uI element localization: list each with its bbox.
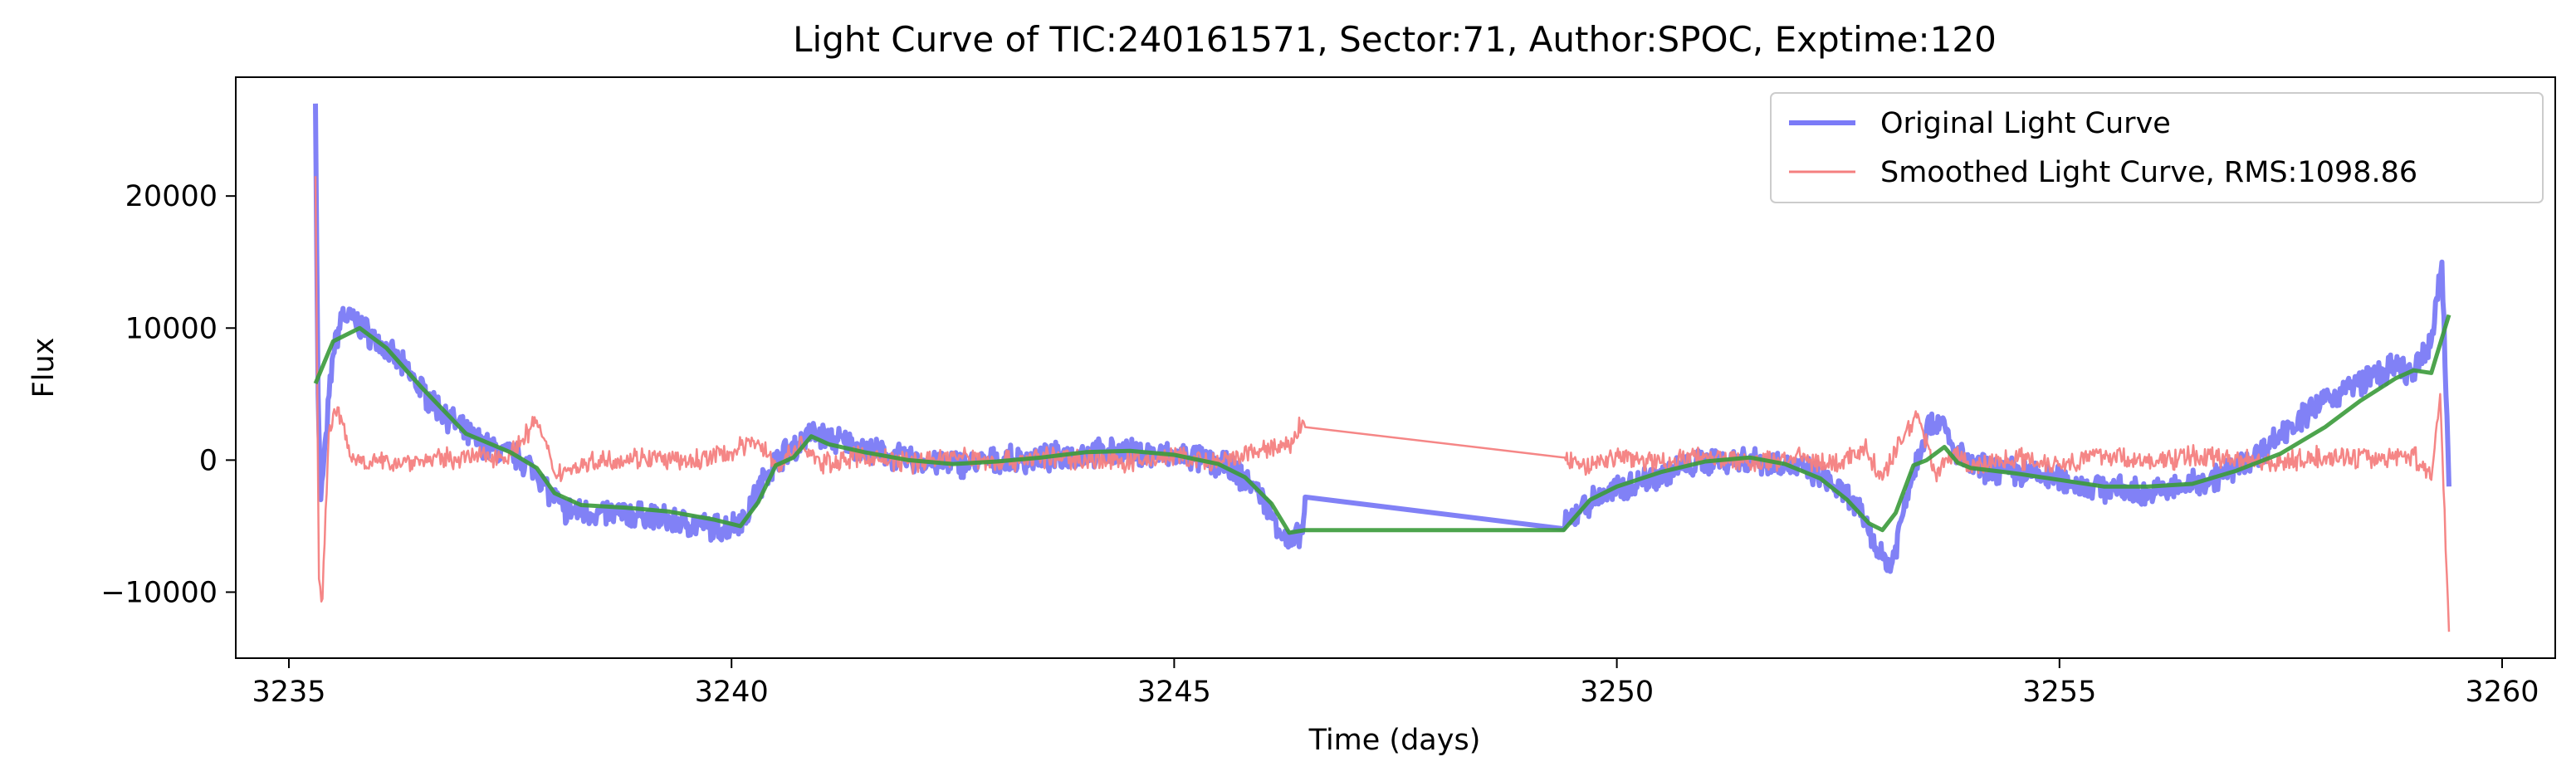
chart-title: Light Curve of TIC:240161571, Sector:71,… [793,19,1997,60]
x-axis: 3235 3240 3245 3250 3255 3260 [252,658,2539,709]
legend-box [1770,92,2544,203]
y-tick-label--10000: −10000 [100,576,218,609]
series-line-1 [314,176,2451,632]
y-tick-label-0: 0 [199,444,218,477]
legend: Original Light Curve Smoothed Light Curv… [1770,92,2544,203]
x-tick-label-3255: 3255 [2022,676,2096,709]
x-tick-label-3245: 3245 [1137,676,1211,709]
y-tick-label-20000: 20000 [125,180,218,213]
x-tick-label-3250: 3250 [1580,676,1654,709]
x-tick-label-3240: 3240 [695,676,769,709]
series-layer [313,103,2451,632]
x-tick-label-3235: 3235 [252,676,325,709]
legend-label-original: Original Light Curve [1880,107,2171,140]
x-tick-label-3260: 3260 [2465,676,2539,709]
y-axis: −10000 0 10000 20000 [100,180,236,609]
y-axis-label: Flux [27,338,61,398]
legend-label-smoothed: Smoothed Light Curve, RMS:1098.86 [1880,156,2417,189]
plot-frame [235,76,2556,659]
y-tick-label-10000: 10000 [125,312,218,345]
x-axis-label: Time (days) [1308,724,1481,757]
series-line-2 [313,314,2451,535]
